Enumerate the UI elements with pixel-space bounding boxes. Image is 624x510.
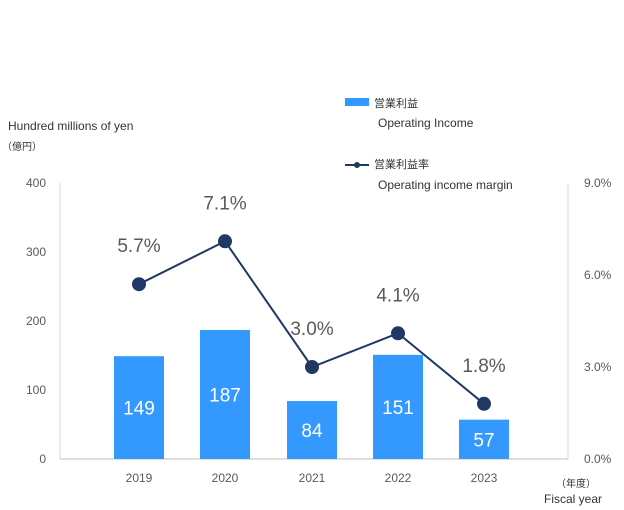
margin-point-2019 bbox=[132, 277, 146, 292]
bar-label-2022: 151 bbox=[382, 398, 414, 419]
x-tick-2023: 2023 bbox=[471, 471, 498, 485]
legend-label-operating-margin-jp: 営業利益率 bbox=[374, 157, 429, 171]
y-axis-unit: （億円） bbox=[2, 140, 42, 153]
legend: 営業利益 Operating Income 営業利益率 Operating in… bbox=[345, 96, 513, 192]
y-axis-title: Hundred millions of yen bbox=[8, 119, 133, 133]
right-tick-label: 0.0% bbox=[584, 452, 612, 466]
margin-label-2023: 1.8% bbox=[462, 356, 505, 377]
bar-label-2023: 57 bbox=[473, 430, 494, 451]
right-tick-label: 6.0% bbox=[584, 268, 612, 282]
left-tick-label: 0 bbox=[39, 452, 46, 466]
x-tick-2021: 2021 bbox=[299, 471, 326, 485]
margin-labels: 5.7% 7.1% 3.0% 4.1% 1.8% bbox=[117, 193, 505, 377]
left-tick-label: 100 bbox=[26, 383, 46, 397]
margin-label-2019: 5.7% bbox=[117, 236, 160, 257]
legend-label-operating-income-jp: 営業利益 bbox=[374, 96, 418, 110]
bar-2019 bbox=[114, 356, 164, 459]
legend-label-operating-margin: Operating income margin bbox=[378, 178, 513, 192]
legend-swatch-operating-income bbox=[345, 98, 369, 106]
bar-2021 bbox=[287, 401, 337, 459]
left-tick-label: 200 bbox=[26, 314, 46, 328]
x-axis-title: Fiscal year bbox=[544, 492, 602, 506]
x-tick-2019: 2019 bbox=[126, 471, 153, 485]
bar-label-2019: 149 bbox=[123, 399, 155, 420]
margin-point-2021 bbox=[305, 360, 319, 374]
margin-markers bbox=[132, 234, 491, 411]
x-tick-2022: 2022 bbox=[385, 471, 412, 485]
margin-point-2022 bbox=[391, 326, 405, 341]
right-tick-label: 3.0% bbox=[584, 360, 612, 374]
bar-label-2020: 187 bbox=[209, 385, 241, 406]
margin-point-2020 bbox=[218, 234, 232, 249]
margin-label-2022: 4.1% bbox=[376, 285, 419, 306]
margin-label-2020: 7.1% bbox=[203, 193, 246, 214]
bar-2022 bbox=[373, 354, 423, 459]
x-tick-labels: 2019 2020 2021 2022 2023 bbox=[126, 471, 498, 485]
left-tick-label: 400 bbox=[26, 176, 46, 190]
legend-marker-operating-margin bbox=[354, 162, 360, 168]
left-ticks: 0 100 200 300 400 bbox=[26, 176, 46, 466]
right-ticks: 0.0% 3.0% 6.0% 9.0% bbox=[584, 176, 612, 466]
x-tick-2020: 2020 bbox=[212, 471, 239, 485]
bar-2023 bbox=[459, 419, 509, 459]
bar-2020 bbox=[200, 329, 250, 459]
legend-label-operating-income: Operating Income bbox=[378, 116, 474, 130]
right-tick-label: 9.0% bbox=[584, 176, 612, 190]
bar-labels: 149 187 84 151 57 bbox=[123, 385, 494, 451]
bars bbox=[114, 329, 509, 459]
left-tick-label: 300 bbox=[26, 245, 46, 259]
margin-point-2023 bbox=[477, 396, 491, 411]
margin-label-2021: 3.0% bbox=[290, 319, 333, 340]
bar-label-2021: 84 bbox=[301, 421, 323, 442]
x-axis-unit: （年度） bbox=[556, 477, 596, 490]
